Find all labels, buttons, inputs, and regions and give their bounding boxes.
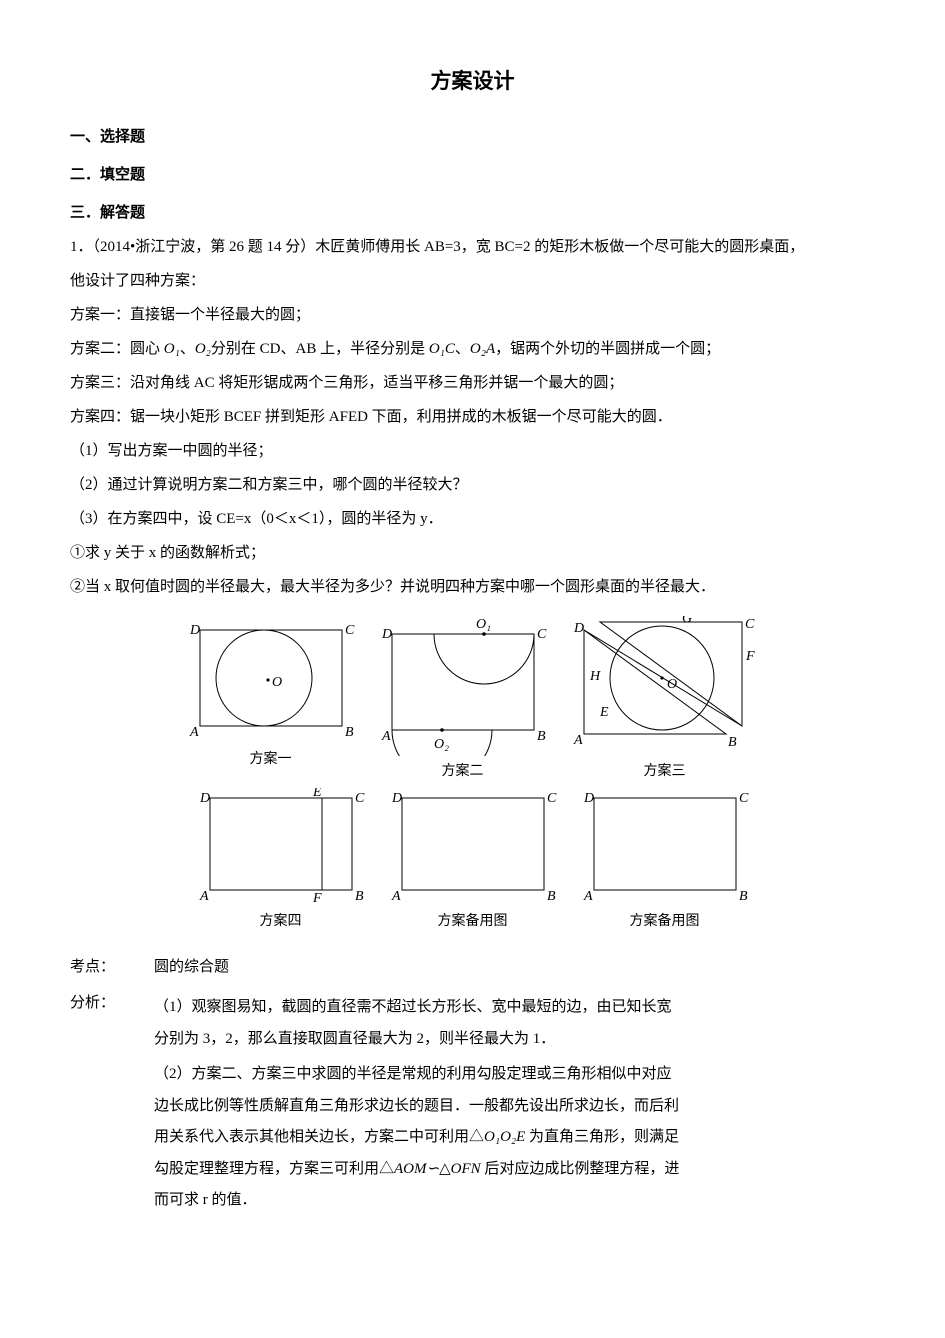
svg-text:D: D bbox=[381, 627, 392, 642]
fenxi-p1: （1）观察图易知，截圆的直径需不超过长方形长、宽中最短的边，由已知长宽分别为 3… bbox=[154, 992, 684, 1055]
svg-text:A: A bbox=[189, 725, 199, 740]
svg-text:B: B bbox=[728, 735, 737, 750]
plan-4: 方案四：锯一块小矩形 BCEF 拼到矩形 AFED 下面，利用拼成的木板锯一个尽… bbox=[70, 402, 875, 432]
svg-text:C: C bbox=[547, 791, 557, 806]
svg-text:D: D bbox=[573, 621, 584, 636]
diagram-row-1: D C A B O 方案一 D C A B O₁ O₂ 方案二 bbox=[70, 616, 875, 786]
fenxi-content: （1）观察图易知，截圆的直径需不超过长方形长、宽中最短的边，由已知长宽分别为 3… bbox=[154, 988, 684, 1221]
svg-text:C: C bbox=[739, 791, 749, 806]
svg-text:B: B bbox=[345, 725, 354, 740]
question-3b: ②当 x 取何值时圆的半径最大，最大半径为多少？并说明四种方案中哪一个圆形桌面的… bbox=[70, 572, 875, 602]
diagram-plan-2: D C A B O₁ O₂ 方案二 bbox=[378, 616, 548, 786]
plan-1: 方案一：直接锯一个半径最大的圆； bbox=[70, 300, 875, 330]
svg-text:O: O bbox=[667, 677, 677, 692]
svg-text:E: E bbox=[599, 705, 609, 720]
svg-text:C: C bbox=[355, 791, 365, 806]
svg-text:B: B bbox=[547, 889, 556, 904]
svg-text:B: B bbox=[355, 889, 364, 904]
kaodian-content: 圆的综合题 bbox=[154, 952, 875, 982]
svg-text:A: A bbox=[381, 729, 391, 744]
svg-text:A: A bbox=[573, 733, 583, 748]
svg-text:A: A bbox=[583, 889, 593, 904]
svg-text:G: G bbox=[682, 616, 692, 626]
caption-1: 方案一 bbox=[186, 746, 356, 774]
svg-text:D: D bbox=[583, 791, 594, 806]
svg-text:E: E bbox=[312, 788, 322, 800]
caption-4: 方案四 bbox=[196, 908, 366, 936]
kaodian-row: 考点： 圆的综合题 bbox=[70, 952, 875, 982]
fenxi-p2: （2）方案二、方案三中求圆的半径是常规的利用勾股定理或三角形相似中对应边长成比例… bbox=[154, 1059, 684, 1217]
svg-text:C: C bbox=[745, 617, 755, 632]
svg-text:B: B bbox=[537, 729, 546, 744]
caption-2: 方案二 bbox=[378, 758, 548, 786]
plan-3: 方案三：沿对角线 AC 将矩形锯成两个三角形，适当平移三角形并锯一个最大的圆； bbox=[70, 368, 875, 398]
svg-text:A: A bbox=[199, 889, 209, 904]
svg-text:C: C bbox=[345, 623, 355, 638]
fenxi-row: 分析： （1）观察图易知，截圆的直径需不超过长方形长、宽中最短的边，由已知长宽分… bbox=[70, 988, 875, 1221]
svg-text:D: D bbox=[189, 623, 200, 638]
svg-text:D: D bbox=[199, 791, 210, 806]
caption-6: 方案备用图 bbox=[580, 908, 750, 936]
svg-text:O₁: O₁ bbox=[476, 617, 491, 632]
kaodian-label: 考点： bbox=[70, 952, 154, 982]
caption-5: 方案备用图 bbox=[388, 908, 558, 936]
svg-text:A: A bbox=[391, 889, 401, 904]
diagram-backup-1: D C A B 方案备用图 bbox=[388, 788, 558, 936]
diagram-row-2: D C A B E F 方案四 D C A B 方案备用图 D C A B 方案… bbox=[70, 788, 875, 936]
svg-text:O₂: O₂ bbox=[434, 737, 449, 752]
diagram-plan-4: D C A B E F 方案四 bbox=[196, 788, 366, 936]
doc-title: 方案设计 bbox=[70, 60, 875, 102]
question-1: （1）写出方案一中圆的半径； bbox=[70, 436, 875, 466]
diagram-plan-3: D A B C G F H E O 方案三 bbox=[570, 616, 760, 786]
heading-1: 一、选择题 bbox=[70, 122, 875, 152]
diagram-backup-2: D C A B 方案备用图 bbox=[580, 788, 750, 936]
svg-text:F: F bbox=[745, 649, 755, 664]
svg-text:H: H bbox=[589, 669, 601, 684]
plan-2: 方案二：圆心 O₁、O₂分别在 CD、AB 上，半径分别是 O₁C、O₂A，锯两… bbox=[70, 334, 875, 364]
svg-text:O: O bbox=[272, 675, 282, 690]
svg-text:B: B bbox=[739, 889, 748, 904]
svg-text:D: D bbox=[391, 791, 402, 806]
problem-intro-2: 他设计了四种方案： bbox=[70, 266, 875, 296]
question-2: （2）通过计算说明方案二和方案三中，哪个圆的半径较大？ bbox=[70, 470, 875, 500]
heading-2: 二．填空题 bbox=[70, 160, 875, 190]
problem-intro-1: 1．（2014•浙江宁波，第 26 题 14 分）木匠黄师傅用长 AB=3，宽 … bbox=[70, 232, 875, 262]
fenxi-label: 分析： bbox=[70, 988, 154, 1221]
heading-3: 三．解答题 bbox=[70, 198, 875, 228]
caption-3: 方案三 bbox=[570, 758, 760, 786]
question-3a: ①求 y 关于 x 的函数解析式； bbox=[70, 538, 875, 568]
svg-text:C: C bbox=[537, 627, 547, 642]
diagram-plan-1: D C A B O 方案一 bbox=[186, 616, 356, 786]
question-3: （3）在方案四中，设 CE=x（0＜x＜1），圆的半径为 y． bbox=[70, 504, 875, 534]
svg-text:F: F bbox=[312, 891, 322, 906]
